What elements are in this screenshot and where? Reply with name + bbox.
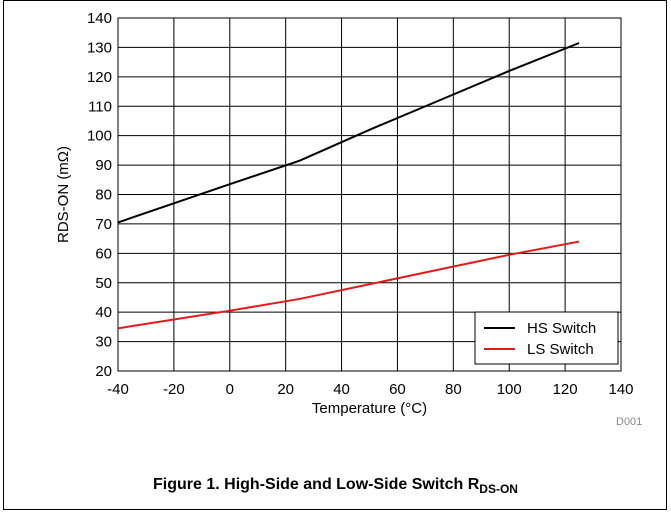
y-tick-label: 110 xyxy=(88,98,112,115)
legend-label: LS Switch xyxy=(527,341,594,358)
y-tick-label: 90 xyxy=(95,157,112,174)
caption-main: Figure 1. High-Side and Low-Side Switch … xyxy=(153,476,480,493)
x-tick-label: 100 xyxy=(497,381,522,398)
y-tick-label: 80 xyxy=(95,187,112,204)
y-tick-label: 40 xyxy=(95,304,112,321)
y-tick-label: 130 xyxy=(87,39,112,56)
figure-caption: Figure 1. High-Side and Low-Side Switch … xyxy=(0,476,671,496)
figure-id-label: D001 xyxy=(616,416,642,428)
x-tick-label: 20 xyxy=(277,381,294,398)
x-tick-label: 80 xyxy=(445,381,462,398)
plot-area xyxy=(117,17,622,372)
y-tick-label: 70 xyxy=(95,216,112,233)
y-axis-label: RDS-ON (mΩ) xyxy=(55,146,72,243)
y-axis-ticks: 20 30 40 50 60 70 80 90 100 110 120 130 140 xyxy=(87,10,112,380)
x-tick-label: 40 xyxy=(333,381,350,398)
x-tick-label: -20 xyxy=(163,381,185,398)
y-tick-label: 50 xyxy=(95,275,112,292)
y-tick-label: 60 xyxy=(95,245,112,262)
line-chart: -40 -20 0 20 40 60 80 100 120 140 20 30 40 50 60 70 80 9… xyxy=(55,10,642,428)
series-line-ls-switch xyxy=(117,240,580,330)
y-tick-label: 100 xyxy=(87,128,112,145)
x-axis-ticks: -40 -20 0 20 40 60 80 100 120 140 xyxy=(107,381,633,398)
x-tick-label: 140 xyxy=(608,381,633,398)
x-tick-label: 60 xyxy=(389,381,406,398)
legend: HS Switch LS Switch xyxy=(474,311,619,365)
y-tick-label: 20 xyxy=(95,363,112,380)
legend-box xyxy=(474,311,619,365)
x-tick-label: 120 xyxy=(553,381,578,398)
caption-subscript: DS-ON xyxy=(479,482,518,496)
y-tick-label: 120 xyxy=(87,69,112,86)
series-line-hs-switch xyxy=(117,42,580,224)
figure-frame xyxy=(3,0,667,510)
x-tick-label: 0 xyxy=(226,381,234,398)
x-tick-label: -40 xyxy=(107,381,129,398)
y-tick-label: 140 xyxy=(87,10,112,27)
series-layer xyxy=(117,42,580,330)
legend-label: HS Switch xyxy=(527,320,596,337)
x-axis-label: Temperature (°C) xyxy=(312,400,427,417)
y-tick-label: 30 xyxy=(95,334,112,351)
